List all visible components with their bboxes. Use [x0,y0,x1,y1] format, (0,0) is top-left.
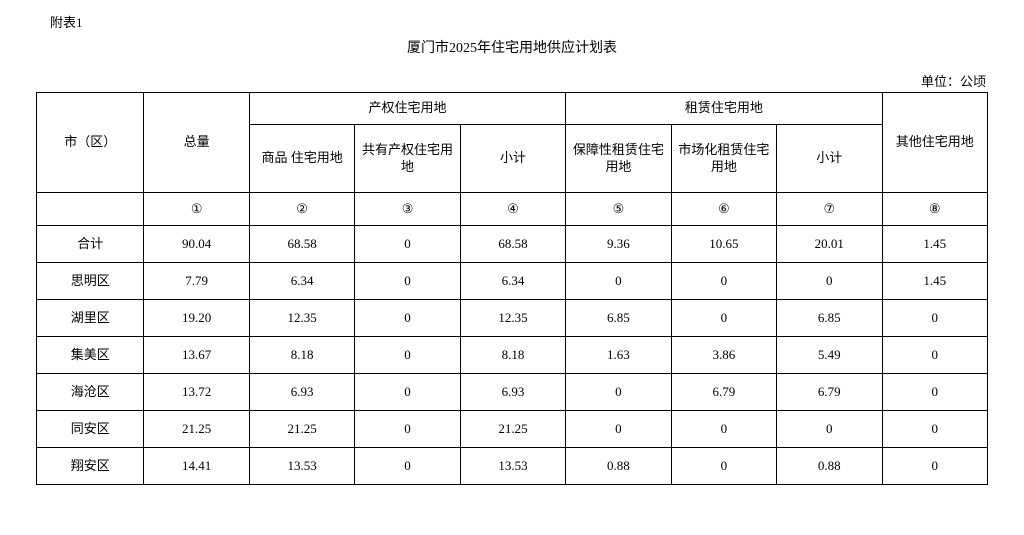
cell-value: 0 [566,411,671,448]
cell-value: 0.88 [566,448,671,485]
cell-value: 12.35 [460,300,565,337]
cell-value: 21.25 [144,411,249,448]
circled-1: ① [144,193,249,226]
hdr-guaranteed: 保障性租赁住宅用地 [566,125,671,193]
cell-value: 20.01 [777,226,882,263]
cell-value: 0 [566,263,671,300]
circled-6: ⑥ [671,193,776,226]
cell-value: 0 [882,448,988,485]
cell-value: 8.18 [249,337,354,374]
hdr-rental-group: 租赁住宅用地 [566,93,882,125]
cell-district: 思明区 [37,263,144,300]
cell-value: 19.20 [144,300,249,337]
cell-value: 68.58 [460,226,565,263]
cell-district: 海沧区 [37,374,144,411]
circled-blank [37,193,144,226]
table-row: 翔安区14.4113.53013.530.8800.880 [37,448,988,485]
cell-value: 6.85 [777,300,882,337]
cell-value: 1.63 [566,337,671,374]
cell-value: 6.93 [249,374,354,411]
circled-4: ④ [460,193,565,226]
cell-value: 1.45 [882,226,988,263]
cell-value: 0.88 [777,448,882,485]
page-title: 厦门市2025年住宅用地供应计划表 [36,37,988,57]
hdr-district: 市（区） [37,93,144,193]
table-body: 合计90.0468.58068.589.3610.6520.011.45思明区7… [37,226,988,485]
cell-district: 翔安区 [37,448,144,485]
cell-value: 1.45 [882,263,988,300]
unit-label: 单位：公顷 [36,71,988,90]
circled-7: ⑦ [777,193,882,226]
cell-value: 7.79 [144,263,249,300]
cell-value: 68.58 [249,226,354,263]
hdr-commodity: 商品 住宅用地 [249,125,354,193]
cell-value: 0 [355,226,460,263]
cell-value: 9.36 [566,226,671,263]
table-row: 湖里区19.2012.35012.356.8506.850 [37,300,988,337]
cell-value: 6.79 [777,374,882,411]
table-row: 同安区21.2521.25021.250000 [37,411,988,448]
circled-5: ⑤ [566,193,671,226]
cell-value: 0 [671,263,776,300]
cell-value: 6.93 [460,374,565,411]
hdr-market: 市场化租赁住宅用地 [671,125,776,193]
table-row: 集美区13.678.1808.181.633.865.490 [37,337,988,374]
cell-value: 0 [355,300,460,337]
circled-2: ② [249,193,354,226]
table-row: 思明区7.796.3406.340001.45 [37,263,988,300]
cell-value: 0 [882,337,988,374]
cell-value: 6.34 [460,263,565,300]
cell-value: 5.49 [777,337,882,374]
cell-value: 12.35 [249,300,354,337]
cell-value: 0 [671,448,776,485]
cell-value: 0 [355,448,460,485]
cell-value: 0 [882,374,988,411]
cell-value: 6.79 [671,374,776,411]
cell-value: 0 [355,337,460,374]
hdr-sub2: 小计 [777,125,882,193]
cell-value: 21.25 [249,411,354,448]
cell-value: 13.53 [460,448,565,485]
cell-value: 13.67 [144,337,249,374]
hdr-other: 其他住宅用地 [882,93,988,193]
cell-value: 21.25 [460,411,565,448]
cell-value: 14.41 [144,448,249,485]
appendix-label: 附表1 [50,12,988,31]
circled-3: ③ [355,193,460,226]
cell-value: 3.86 [671,337,776,374]
cell-value: 0 [566,374,671,411]
cell-value: 8.18 [460,337,565,374]
cell-value: 0 [355,374,460,411]
cell-value: 0 [671,300,776,337]
cell-district: 集美区 [37,337,144,374]
cell-value: 13.72 [144,374,249,411]
table-row: 海沧区13.726.9306.9306.796.790 [37,374,988,411]
supply-plan-table: 市（区） 总量 产权住宅用地 租赁住宅用地 其他住宅用地 商品 住宅用地 共有产… [36,92,988,485]
cell-district: 湖里区 [37,300,144,337]
cell-value: 0 [355,263,460,300]
cell-value: 6.85 [566,300,671,337]
cell-value: 6.34 [249,263,354,300]
cell-value: 0 [882,411,988,448]
cell-value: 10.65 [671,226,776,263]
cell-value: 0 [355,411,460,448]
cell-district: 同安区 [37,411,144,448]
circled-8: ⑧ [882,193,988,226]
cell-value: 0 [882,300,988,337]
hdr-shared: 共有产权住宅用地 [355,125,460,193]
hdr-sub1: 小计 [460,125,565,193]
cell-value: 0 [777,411,882,448]
cell-value: 0 [671,411,776,448]
table-row: 合计90.0468.58068.589.3610.6520.011.45 [37,226,988,263]
cell-value: 90.04 [144,226,249,263]
cell-value: 0 [777,263,882,300]
cell-district: 合计 [37,226,144,263]
cell-value: 13.53 [249,448,354,485]
hdr-total: 总量 [144,93,249,193]
hdr-property-group: 产权住宅用地 [249,93,565,125]
